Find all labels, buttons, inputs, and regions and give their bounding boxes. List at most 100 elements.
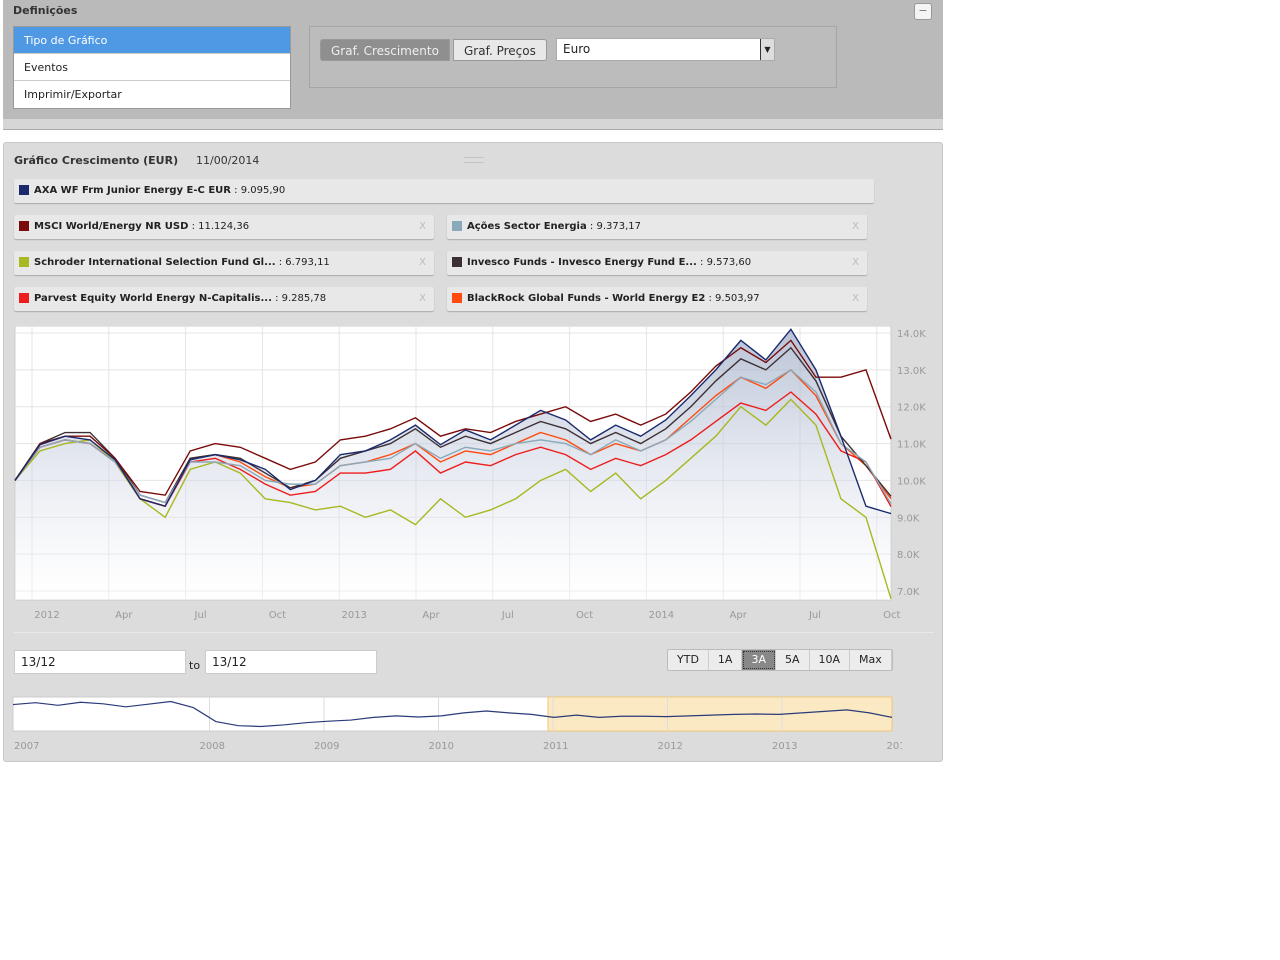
drag-handle-icon[interactable] bbox=[464, 157, 484, 163]
navigator-tick-label: 2008 bbox=[200, 741, 225, 752]
x-tick-label: Apr bbox=[730, 610, 748, 621]
chevron-down-icon[interactable]: ▼ bbox=[760, 39, 774, 60]
navigator-tick-label: 2014 bbox=[887, 741, 903, 752]
y-tick-label: 12.0K bbox=[897, 403, 926, 414]
navigator-tick-label: 2013 bbox=[772, 741, 797, 752]
currency-value: Euro bbox=[563, 42, 591, 56]
legend-value-separator: : bbox=[191, 221, 195, 232]
range-button-1a[interactable]: 1A bbox=[709, 650, 743, 670]
range-button-10a[interactable]: 10A bbox=[810, 650, 851, 670]
legend-item[interactable]: Parvest Equity World Energy N-Capitalis.… bbox=[14, 287, 434, 311]
chart-date: 11/00/2014 bbox=[196, 154, 260, 167]
series-color-swatch bbox=[452, 257, 462, 267]
growth-chart-button[interactable]: Graf. Crescimento bbox=[320, 39, 450, 61]
legend-series-value: 9.373,17 bbox=[596, 221, 642, 232]
chart-type-options: Graf. Crescimento Graf. Preços Euro ▼ bbox=[309, 26, 837, 88]
close-icon[interactable]: X bbox=[419, 257, 426, 268]
navigator-tick-label: 2011 bbox=[543, 741, 568, 752]
range-button-5a[interactable]: 5A bbox=[776, 650, 810, 670]
x-tick-label: Oct bbox=[576, 610, 593, 621]
legend-series-value: 9.503,97 bbox=[715, 293, 760, 304]
y-tick-label: 9.0K bbox=[897, 513, 920, 524]
legend-value-separator: : bbox=[589, 221, 594, 232]
y-tick-label: 10.0K bbox=[897, 476, 926, 487]
legend-item[interactable]: BlackRock Global Funds - World Energy E2… bbox=[447, 287, 867, 311]
legend-series-name: BlackRock Global Funds - World Energy E2 bbox=[467, 293, 706, 304]
growth-chart: 14.0K 13.0K 12.0K 11.0K 10.0K 9.0K 8.0K 7.0K 201… bbox=[14, 326, 926, 621]
x-tick-label: 2014 bbox=[649, 610, 674, 621]
x-tick-label: Apr bbox=[115, 610, 133, 621]
close-icon[interactable]: X bbox=[852, 257, 859, 268]
x-tick-label: Jul bbox=[808, 610, 821, 621]
legend-series-value: 9.285,78 bbox=[281, 293, 327, 304]
legend-item[interactable]: Invesco Funds - Invesco Energy Fund E...… bbox=[447, 251, 867, 275]
legend-series-name: Parvest Equity World Energy N-Capitalis.… bbox=[34, 293, 272, 304]
x-tick-label: 2012 bbox=[34, 610, 59, 621]
y-tick-label: 11.0K bbox=[897, 440, 926, 451]
y-tick-label: 7.0K bbox=[897, 587, 920, 598]
legend-series-value: 6.793,11 bbox=[285, 257, 330, 268]
menu-item-chart-type[interactable]: Tipo de Gráfico bbox=[14, 27, 290, 54]
legend-series-name: Schroder International Selection Fund Gl… bbox=[34, 257, 276, 268]
legend-series-value: 11.124,36 bbox=[198, 221, 250, 232]
range-button-max[interactable]: Max bbox=[850, 650, 892, 670]
legend-value-separator: : bbox=[278, 257, 283, 268]
legend-value-separator: : bbox=[708, 293, 712, 304]
series-color-swatch bbox=[452, 221, 462, 231]
minus-icon[interactable]: − bbox=[914, 3, 932, 20]
price-chart-button[interactable]: Graf. Preços bbox=[453, 39, 547, 61]
divider bbox=[14, 632, 934, 633]
navigator-tick-label: 2009 bbox=[314, 741, 339, 752]
chart-panel: Gráfico Crescimento (EUR) 11/00/2014 AXA… bbox=[3, 142, 943, 762]
navigator-selection[interactable] bbox=[547, 696, 893, 732]
navigator-chart[interactable]: 2007 2008 2009 2010 2011 2012 2013 2014 bbox=[12, 696, 902, 756]
x-tick-label: Apr bbox=[422, 610, 440, 621]
close-icon[interactable]: X bbox=[419, 221, 426, 232]
legend-series-value: 9.095,90 bbox=[240, 185, 286, 196]
x-tick-label: Jul bbox=[194, 610, 207, 621]
legend-item[interactable]: Schroder International Selection Fund Gl… bbox=[14, 251, 434, 275]
legend-item[interactable]: AXA WF Frm Junior Energy E-C EUR : 9.095… bbox=[14, 179, 874, 203]
currency-select[interactable]: Euro ▼ bbox=[556, 38, 775, 61]
legend-series-name: Invesco Funds - Invesco Energy Fund E... bbox=[467, 257, 697, 268]
from-date-input[interactable]: 13/12 bbox=[14, 650, 186, 674]
legend-value-separator: : bbox=[275, 293, 279, 304]
navigator-tick-label: 2012 bbox=[658, 741, 683, 752]
settings-menu: Tipo de Gráfico Eventos Imprimir/Exporta… bbox=[13, 26, 291, 109]
series-color-swatch bbox=[452, 293, 462, 303]
close-icon[interactable]: X bbox=[419, 293, 426, 304]
series-area bbox=[15, 329, 891, 600]
x-tick-label: Oct bbox=[269, 610, 286, 621]
menu-item-print-export[interactable]: Imprimir/Exportar bbox=[24, 88, 122, 101]
range-selector: YTD 1A 3A 5A 10A Max bbox=[667, 649, 893, 671]
y-tick-label: 8.0K bbox=[897, 550, 920, 561]
series-line bbox=[14, 398, 892, 599]
legend-item[interactable]: Ações Sector Energia : 9.373,17 X bbox=[447, 215, 867, 239]
legend-series-value: 9.573,60 bbox=[706, 257, 752, 268]
to-date-input[interactable]: 13/12 bbox=[205, 650, 377, 674]
to-label: to bbox=[189, 659, 201, 672]
series-color-swatch bbox=[19, 221, 29, 231]
settings-panel: Definições − Tipo de Gráfico Eventos Imp… bbox=[3, 0, 943, 130]
close-icon[interactable]: X bbox=[852, 293, 859, 304]
legend-series-name: MSCI World/Energy NR USD bbox=[34, 221, 189, 232]
navigator-tick-label: 2010 bbox=[429, 741, 454, 752]
chart-title: Gráfico Crescimento (EUR) bbox=[14, 154, 179, 167]
legend-series-name: AXA WF Frm Junior Energy E-C EUR bbox=[34, 185, 231, 196]
x-tick-label: Oct bbox=[883, 610, 900, 621]
range-button-3a[interactable]: 3A bbox=[742, 650, 776, 670]
legend-series-name: Ações Sector Energia bbox=[467, 221, 587, 232]
menu-item-events[interactable]: Eventos bbox=[14, 54, 290, 81]
y-tick-label: 14.0K bbox=[897, 329, 926, 340]
close-icon[interactable]: X bbox=[852, 221, 859, 232]
settings-title: Definições bbox=[13, 4, 78, 17]
x-tick-label: 2013 bbox=[341, 610, 366, 621]
legend-value-separator: : bbox=[700, 257, 704, 268]
y-tick-label: 13.0K bbox=[897, 366, 926, 377]
series-line bbox=[14, 368, 892, 505]
range-button-ytd[interactable]: YTD bbox=[668, 650, 709, 670]
legend-value-separator: : bbox=[234, 185, 238, 196]
navigator-line bbox=[12, 700, 893, 728]
settings-footer bbox=[3, 119, 943, 129]
legend-item[interactable]: MSCI World/Energy NR USD : 11.124,36 X bbox=[14, 215, 434, 239]
